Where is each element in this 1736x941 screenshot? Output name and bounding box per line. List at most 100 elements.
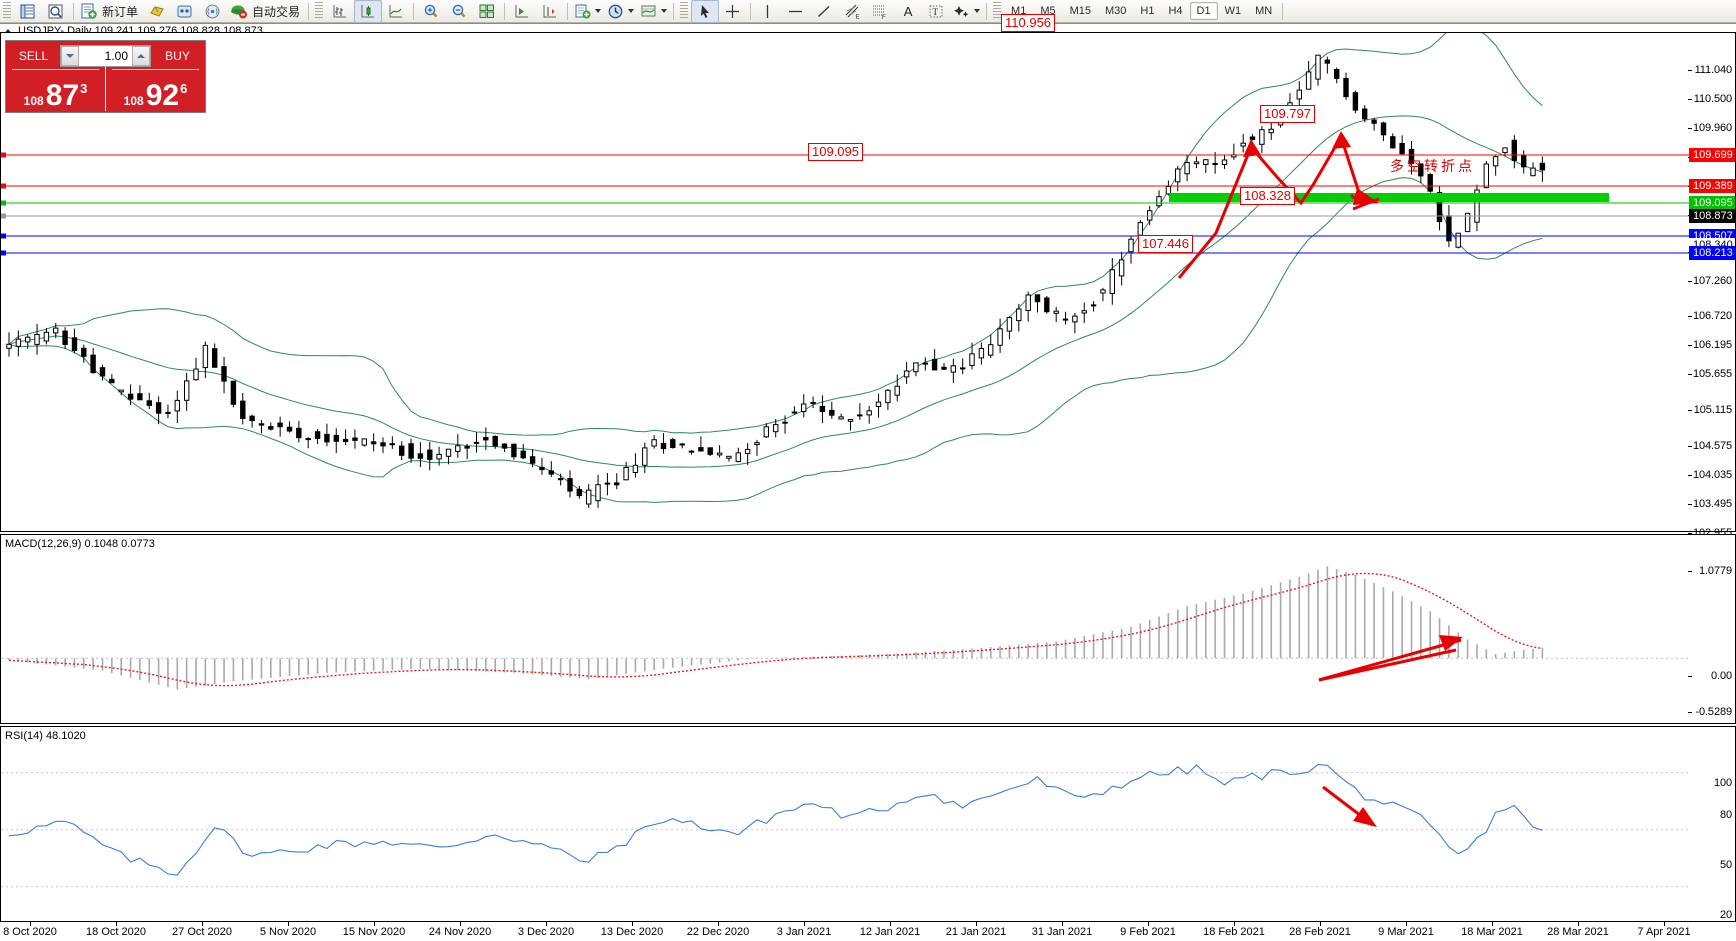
ask-price-prefix: 108: [123, 94, 144, 108]
date-axis-tickmark: [460, 922, 461, 926]
tile-windows-icon[interactable]: [473, 0, 501, 23]
price-axis-tickmark: [1688, 281, 1692, 282]
toolbar-grip-3[interactable]: [680, 2, 689, 20]
zoom-in-icon[interactable]: [417, 0, 445, 23]
templates-dropdown-caret[interactable]: [661, 9, 668, 13]
date-axis-tick: 28 Feb 2021: [1289, 926, 1351, 938]
toolbar-separator-6: [673, 2, 675, 20]
toolbar-separator-9: [1282, 2, 1284, 20]
auto-trading-icon[interactable]: 自动交易: [227, 0, 305, 23]
price-axis[interactable]: 111.040110.500109.960109.420108.880108.3…: [1688, 33, 1735, 548]
trendline-icon[interactable]: [810, 0, 838, 23]
line-chart-icon[interactable]: [382, 0, 410, 23]
price-callout[interactable]: 110.956: [1001, 14, 1056, 32]
text-icon[interactable]: A: [894, 0, 922, 23]
vertical-line-icon[interactable]: [754, 0, 782, 23]
shapes-icon[interactable]: [950, 0, 983, 23]
ask-underline: [112, 69, 199, 70]
macd-axis-tick: -0.5289: [1695, 706, 1732, 718]
one-click-trading-panel[interactable]: SELL 1.00 BUY 108 87 3: [5, 40, 206, 113]
date-axis-tick: 15 Nov 2020: [342, 926, 406, 938]
zoom-out-icon[interactable]: [445, 0, 473, 23]
price-callout[interactable]: 108.328: [1240, 187, 1295, 205]
crosshair-icon[interactable]: [719, 0, 747, 23]
data-window-icon[interactable]: [42, 0, 70, 23]
date-axis-tick: 12 Jan 2021: [859, 926, 921, 938]
new-order-icon[interactable]: 新订单: [77, 0, 143, 23]
chart-window[interactable]: USDJPY-,Daily 109.241 109.276 108.828 10…: [0, 14, 1736, 941]
toolbar-grip-2[interactable]: [315, 2, 324, 20]
price-axis-tickmark: [1688, 99, 1692, 100]
volume-increase-button[interactable]: [132, 45, 150, 66]
bid-price-cell[interactable]: 108 87 3: [6, 67, 105, 111]
timeframe-m30[interactable]: M30: [1105, 5, 1127, 17]
fibonacci-retracement-icon[interactable]: F: [866, 0, 894, 23]
price-callout[interactable]: 107.446: [1138, 235, 1193, 253]
templates-icon[interactable]: [637, 0, 670, 23]
volume-stepper[interactable]: 1.00: [60, 44, 151, 67]
price-axis-tick: 109.960: [1692, 122, 1732, 134]
volume-input[interactable]: 1.00: [104, 48, 128, 63]
rsi-axis[interactable]: 100 80 50 20: [1689, 727, 1735, 921]
indicators-dropdown-caret[interactable]: [595, 9, 602, 13]
price-axis-tick: 105.655: [1692, 368, 1732, 380]
price-callout[interactable]: 109.095: [808, 143, 863, 161]
periods-dropdown-caret[interactable]: [628, 9, 635, 13]
date-axis-tick: 7 Apr 2021: [1637, 926, 1691, 938]
resistance-level-tag[interactable]: 109.699: [1689, 148, 1735, 162]
date-axis-tick: 13 Dec 2020: [600, 926, 664, 938]
chevron-down-icon: [66, 53, 74, 58]
buy-button[interactable]: BUY: [154, 45, 201, 66]
price-axis-tickmark: [1688, 410, 1692, 411]
price-callout[interactable]: 109.797: [1260, 105, 1315, 123]
periods-icon[interactable]: [604, 0, 637, 23]
ask-price-cell[interactable]: 108 92 6: [105, 67, 205, 111]
new-order-label: 新订单: [102, 4, 139, 19]
support-level-tag[interactable]: 109.095: [1689, 196, 1735, 210]
volume-decrease-button[interactable]: [61, 45, 79, 66]
timeframe-m15[interactable]: M15: [1069, 5, 1091, 17]
timeframe-d1[interactable]: D1: [1189, 2, 1218, 20]
shapes-dropdown-caret[interactable]: [974, 9, 981, 13]
horizontal-line-icon[interactable]: [782, 0, 810, 23]
date-axis-tick: 28 Mar 2021: [1547, 926, 1609, 938]
toolbar-grip-1[interactable]: [3, 2, 11, 20]
price-axis-tick: 111.040: [1694, 64, 1733, 76]
metaeditor-icon[interactable]: [143, 0, 171, 23]
price-pane[interactable]: 111.040110.500109.960109.420108.880108.3…: [0, 32, 1736, 548]
macd-axis-tickmark: [1688, 712, 1692, 713]
macd-axis[interactable]: 1.0779 0.00 -0.5289: [1688, 535, 1735, 723]
price-axis-tick: 104.035: [1692, 469, 1732, 481]
date-axis-tickmark: [718, 922, 719, 926]
toolbar-separator-5: [567, 2, 569, 20]
equidistant-channel-icon[interactable]: E: [838, 0, 866, 23]
timeframe-mn[interactable]: MN: [1255, 5, 1273, 17]
chart-shift-icon[interactable]: [508, 0, 536, 23]
date-axis-tickmark: [632, 922, 633, 926]
bar-chart-icon[interactable]: [326, 0, 354, 23]
date-axis-tick: 5 Nov 2020: [259, 926, 317, 938]
last-price-tag[interactable]: 108.873: [1689, 209, 1735, 223]
text-label-icon[interactable]: T: [922, 0, 950, 23]
indicators-icon[interactable]: [571, 0, 604, 23]
macd-pane[interactable]: MACD(12,26,9) 0.1048 0.0773 1.0779 0.00 -0…: [0, 534, 1736, 724]
resistance-level-tag-2[interactable]: 109.389: [1689, 179, 1735, 193]
macd-axis-tickmark: [1688, 571, 1692, 572]
rsi-pane[interactable]: RSI(14) 48.1020 100 80 50 20: [0, 726, 1736, 922]
signals-icon[interactable]: [199, 0, 227, 23]
timeframe-h1[interactable]: H1: [1140, 5, 1155, 17]
timeframe-w1[interactable]: W1: [1224, 5, 1242, 17]
candlestick-chart-icon[interactable]: [354, 0, 383, 23]
price-axis-tickmark: [1688, 316, 1692, 317]
macd-chart-canvas: [1, 566, 1691, 690]
cursor-icon[interactable]: [691, 0, 720, 23]
auto-scroll-icon[interactable]: [536, 0, 564, 23]
sell-button[interactable]: SELL: [10, 45, 57, 66]
timeframe-h4[interactable]: H4: [1168, 5, 1183, 17]
collapse-triangle-icon[interactable]: [4, 28, 12, 34]
toolbar-grip-4[interactable]: [993, 2, 1002, 20]
date-axis[interactable]: 8 Oct 2020 18 Oct 2020 27 Oct 2020 5 Nov 20…: [0, 921, 1736, 941]
lower-level-tag-2[interactable]: 108.213: [1689, 246, 1735, 260]
terminal-icon[interactable]: [14, 0, 42, 23]
expert-advisors-icon[interactable]: [171, 0, 199, 23]
